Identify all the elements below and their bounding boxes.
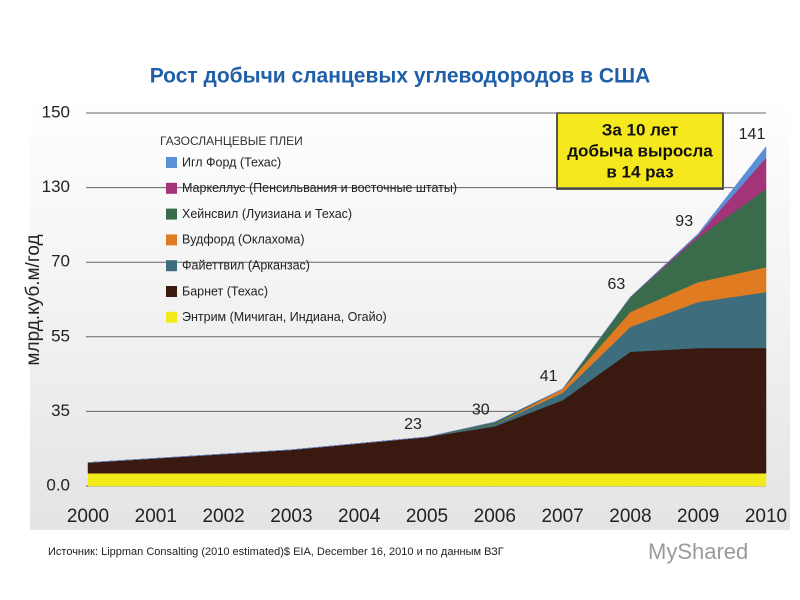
x-tick-label: 2010 — [745, 506, 787, 527]
total-label: 93 — [675, 213, 693, 230]
callout-text: За 10 лет — [602, 120, 679, 139]
x-tick-label: 2005 — [406, 506, 448, 527]
callout-box — [556, 112, 724, 190]
legend-swatch — [166, 182, 177, 194]
area — [87, 472, 767, 487]
legend-swatch — [166, 208, 177, 220]
y-tick-label: 70 — [51, 252, 70, 271]
legend-swatch — [166, 157, 177, 168]
legend-label: Барнет (Техас) — [182, 284, 268, 298]
x-tick-label: 2002 — [202, 506, 244, 527]
x-tick-label: 2001 — [135, 506, 177, 527]
total-label: 63 — [608, 276, 626, 293]
y-axis-label: млрд.куб.м/год — [23, 234, 44, 365]
watermark: MyShared — [648, 539, 748, 564]
area — [87, 145, 767, 463]
x-tick-label: 2008 — [609, 506, 651, 527]
total-label: 141 — [739, 126, 766, 143]
callout-text: в 14 раз — [606, 162, 673, 181]
legend-label: Энтрим (Мичиган, Индиана, Огайо) — [182, 310, 387, 324]
source-note: Источник: Lippman Consalting (2010 estim… — [48, 546, 504, 558]
total-label: 41 — [540, 368, 558, 385]
x-tick-label: 2007 — [541, 506, 583, 527]
legend-swatch — [166, 234, 177, 246]
y-tick-label: 35 — [51, 401, 70, 420]
legend-swatch — [166, 260, 177, 272]
chart-title: Рост добычи сланцевых углеводородов в СШ… — [150, 65, 651, 88]
x-tick-label: 2009 — [677, 506, 719, 527]
legend-swatch — [166, 286, 177, 297]
y-tick-label: 55 — [51, 326, 70, 345]
x-tick-label: 2004 — [338, 506, 381, 527]
legend-swatch — [166, 311, 177, 323]
legend-label: Хейнсвил (Луизиана и Техас) — [182, 207, 352, 221]
total-label: 30 — [472, 401, 490, 418]
total-label: 23 — [404, 416, 422, 433]
y-tick-label: 130 — [42, 177, 70, 196]
y-tick-label: 0.0 — [46, 475, 70, 494]
x-tick-label: 2000 — [67, 506, 109, 527]
legend-label: Вудфорд (Оклахома) — [182, 233, 305, 247]
y-tick-label: 150 — [42, 102, 70, 121]
x-tick-label: 2003 — [270, 506, 312, 527]
callout-text: добыча выросла — [567, 141, 713, 160]
legend-label: Файеттвил (Арканзас) — [182, 258, 310, 272]
x-tick-label: 2006 — [474, 506, 516, 527]
legend-label: Игл Форд (Техас) — [182, 155, 281, 169]
legend-title: ГАЗОСЛАНЦЕВЫЕ ПЛЕИ — [160, 134, 303, 148]
legend-label: Маркеллус (Пенсильвания и восточные штат… — [182, 181, 457, 195]
